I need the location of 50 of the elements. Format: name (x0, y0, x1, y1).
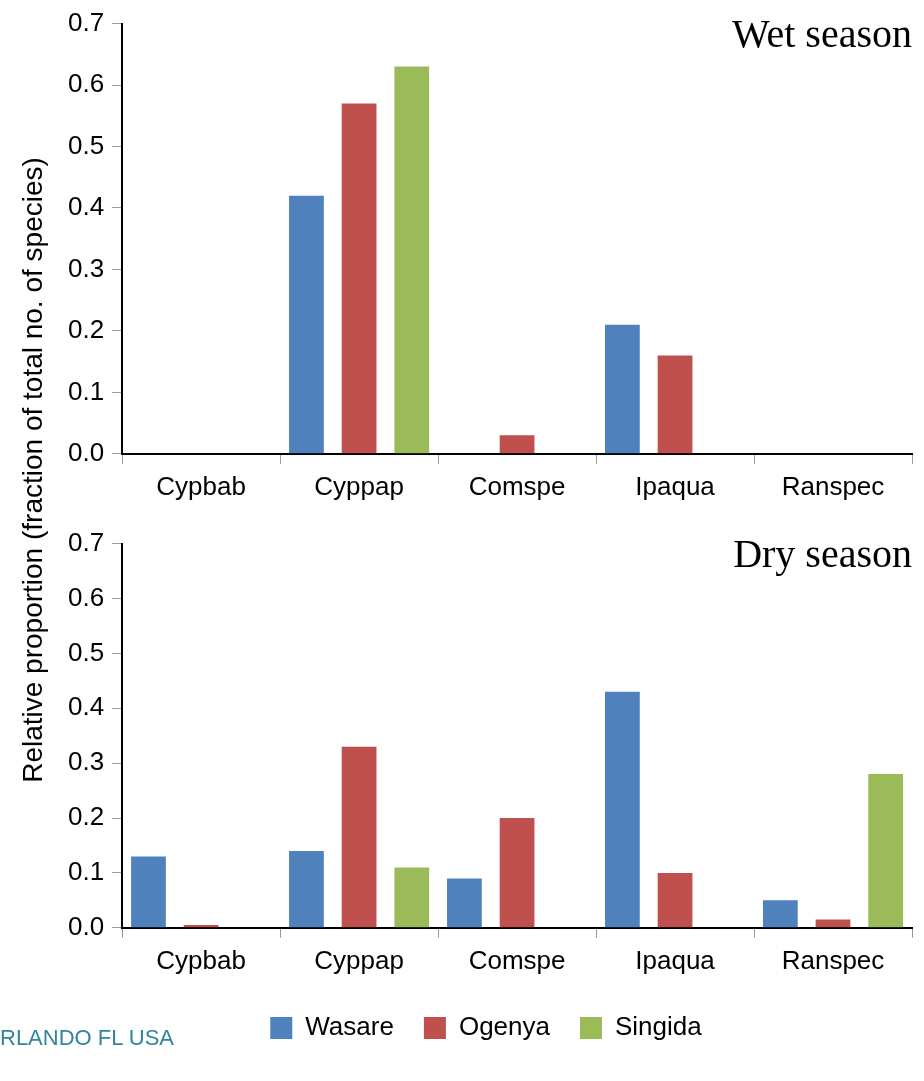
legend-label: Ogenya (458, 1011, 551, 1042)
y-tick-label: 0.5 (67, 636, 105, 667)
bar (289, 195, 324, 454)
bar (762, 900, 798, 928)
chart-title: Wet season (731, 10, 912, 57)
y-tick-label: 0.6 (67, 68, 105, 99)
bar (341, 746, 377, 928)
x-tick-label: Comspe (468, 944, 566, 975)
bar (605, 324, 640, 454)
y-tick-label: 0.4 (67, 691, 105, 722)
bar (289, 850, 324, 928)
bar (605, 691, 640, 928)
x-tick-label: Cypbab (156, 470, 246, 501)
x-tick-label: Ipaqua (635, 470, 716, 501)
x-tick-label: Cyppap (314, 944, 404, 975)
x-tick-label: Cyppap (314, 470, 404, 501)
y-tick-label: 0.0 (67, 910, 105, 941)
legend-label: Singida (614, 1011, 703, 1042)
y-tick-label: 0.1 (67, 856, 105, 887)
x-tick-label: Comspe (468, 470, 566, 501)
bar (499, 435, 535, 454)
bar (394, 66, 430, 454)
bar (183, 925, 219, 928)
bar (868, 774, 904, 928)
bar (447, 878, 482, 928)
bar (657, 872, 693, 928)
y-tick-label: 0.1 (67, 375, 105, 406)
bar (657, 355, 693, 454)
y-tick-label: 0.7 (67, 526, 105, 557)
y-tick-label: 0.6 (67, 581, 105, 612)
legend-label: Wasare (305, 1011, 394, 1042)
bar (394, 867, 430, 928)
bar (499, 818, 535, 928)
y-tick-label: 0.3 (67, 252, 105, 283)
x-tick-label: Cypbab (156, 944, 246, 975)
chart-title: Dry season (733, 530, 912, 577)
y-tick-label: 0.2 (67, 801, 105, 832)
y-tick-label: 0.7 (67, 6, 105, 37)
y-tick-label: 0.2 (67, 314, 105, 345)
y-tick-label: 0.3 (67, 746, 105, 777)
y-tick-label: 0.0 (67, 436, 105, 467)
y-axis-title: Relative proportion (fraction of total no. of species) (16, 156, 49, 785)
y-tick-label: 0.4 (67, 191, 105, 222)
x-tick-label: Ranspec (781, 470, 885, 501)
x-tick-label: Ipaqua (635, 944, 716, 975)
bar (131, 856, 166, 928)
y-tick-label: 0.5 (67, 129, 105, 160)
text: RLANDO FL USA (0, 1025, 175, 1051)
bar (341, 103, 377, 454)
x-tick-label: Ranspec (781, 944, 885, 975)
